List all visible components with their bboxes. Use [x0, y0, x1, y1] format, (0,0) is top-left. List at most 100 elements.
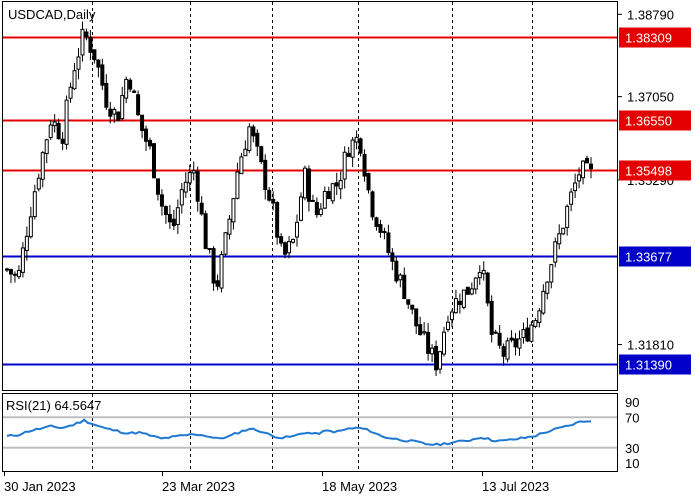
candle-body: [469, 288, 474, 295]
level-price-badges: 1.38309 1.36550 1.35498 1.33677 1.31390: [619, 27, 691, 375]
date-axis: 30 Jan 2023 23 Mar 2023 18 May 2023 13 Jul …: [4, 471, 549, 494]
candle-body: [338, 179, 343, 190]
candle-body: [80, 28, 85, 56]
candle-body: [406, 299, 411, 305]
candle-body: [330, 183, 335, 202]
level-badge-label: 1.35498: [625, 164, 672, 179]
level-badge: [619, 27, 691, 48]
candle-body: [215, 280, 220, 287]
level-badge: [619, 110, 691, 131]
candle-body: [370, 191, 375, 218]
rsi-tick-label: 70: [625, 410, 639, 425]
rsi-tick-label: 10: [625, 456, 639, 471]
candle-body: [382, 230, 387, 233]
level-badge-label: 1.38309: [625, 31, 672, 46]
candle-body: [72, 70, 77, 90]
candle-body: [410, 304, 415, 310]
date-tick-label: 30 Jan 2023: [4, 479, 76, 494]
candle-body: [326, 191, 331, 200]
candle-body: [68, 86, 73, 99]
candle-body: [489, 300, 494, 335]
candle-body: [549, 264, 554, 283]
candle-body: [28, 216, 33, 238]
candle-body: [116, 111, 121, 121]
candle-body: [509, 337, 514, 341]
candle-body: [505, 340, 510, 360]
candle-body: [167, 213, 172, 223]
candle-body: [569, 191, 574, 205]
candle-body: [473, 277, 478, 290]
candle-body: [585, 157, 590, 164]
candle-body: [108, 108, 113, 117]
price-tick-label: 1.38790: [627, 7, 674, 22]
candle-body: [537, 310, 542, 323]
candle-body: [44, 139, 49, 155]
candle-body: [386, 232, 391, 254]
candle-body: [461, 289, 466, 308]
candle-body: [247, 126, 252, 151]
candle-body: [104, 82, 109, 108]
candle-body: [96, 59, 101, 68]
candle-body: [76, 56, 81, 70]
candle-body: [453, 298, 458, 314]
candle-body: [259, 146, 264, 163]
candle-body: [60, 138, 65, 144]
candle-body: [302, 167, 307, 199]
candle-body: [390, 252, 395, 262]
candle-body: [545, 281, 550, 294]
candle-body: [342, 151, 347, 180]
candle-body: [88, 36, 93, 53]
candle-body: [398, 274, 403, 281]
candle-body: [40, 152, 45, 180]
candle-body: [231, 198, 236, 223]
candle-body: [287, 241, 292, 254]
candle-body: [136, 94, 141, 116]
date-tick-label: 18 May 2023: [322, 479, 397, 494]
candle-body: [442, 331, 447, 355]
candle-body: [445, 321, 450, 330]
chart-title: USDCAD,Daily: [8, 7, 96, 22]
candle-body: [477, 272, 482, 279]
price-candles: [5, 21, 593, 376]
candle-body: [48, 124, 53, 139]
candle-body: [533, 320, 538, 327]
candle-body: [449, 311, 454, 321]
candle-body: [430, 347, 435, 355]
candle-body: [263, 159, 268, 191]
candle-body: [378, 224, 383, 233]
candle-body: [144, 128, 149, 142]
candle-body: [426, 331, 431, 354]
level-badge: [619, 160, 691, 181]
candle-body: [5, 268, 9, 271]
candle-body: [219, 254, 224, 289]
candle-body: [56, 122, 61, 140]
candle-body: [481, 269, 486, 275]
support-resistance-levels: [3, 36, 617, 366]
candle-body: [322, 191, 327, 209]
candle-body: [124, 78, 129, 99]
candle-body: [517, 338, 522, 349]
level-badge-label: 1.33677: [625, 250, 672, 265]
candle-body: [191, 170, 196, 174]
candle-body: [20, 247, 25, 273]
candle-body: [151, 143, 156, 179]
candle-body: [64, 99, 69, 145]
candle-body: [422, 331, 427, 334]
candle-body: [457, 300, 462, 306]
candle-body: [36, 177, 41, 190]
candle-body: [207, 248, 212, 251]
candle-body: [418, 324, 423, 336]
candle-body: [155, 178, 160, 195]
candle-body: [493, 331, 498, 334]
candle-body: [414, 308, 419, 327]
candle-body: [513, 338, 518, 348]
candle-body: [84, 31, 89, 38]
price-tick-label: 1.31810: [627, 338, 674, 353]
candle-body: [402, 274, 407, 300]
candle-body: [374, 217, 379, 227]
candle-body: [267, 189, 272, 201]
rsi-label: RSI(21) 64.5647: [6, 398, 101, 413]
candle-body: [306, 168, 311, 202]
